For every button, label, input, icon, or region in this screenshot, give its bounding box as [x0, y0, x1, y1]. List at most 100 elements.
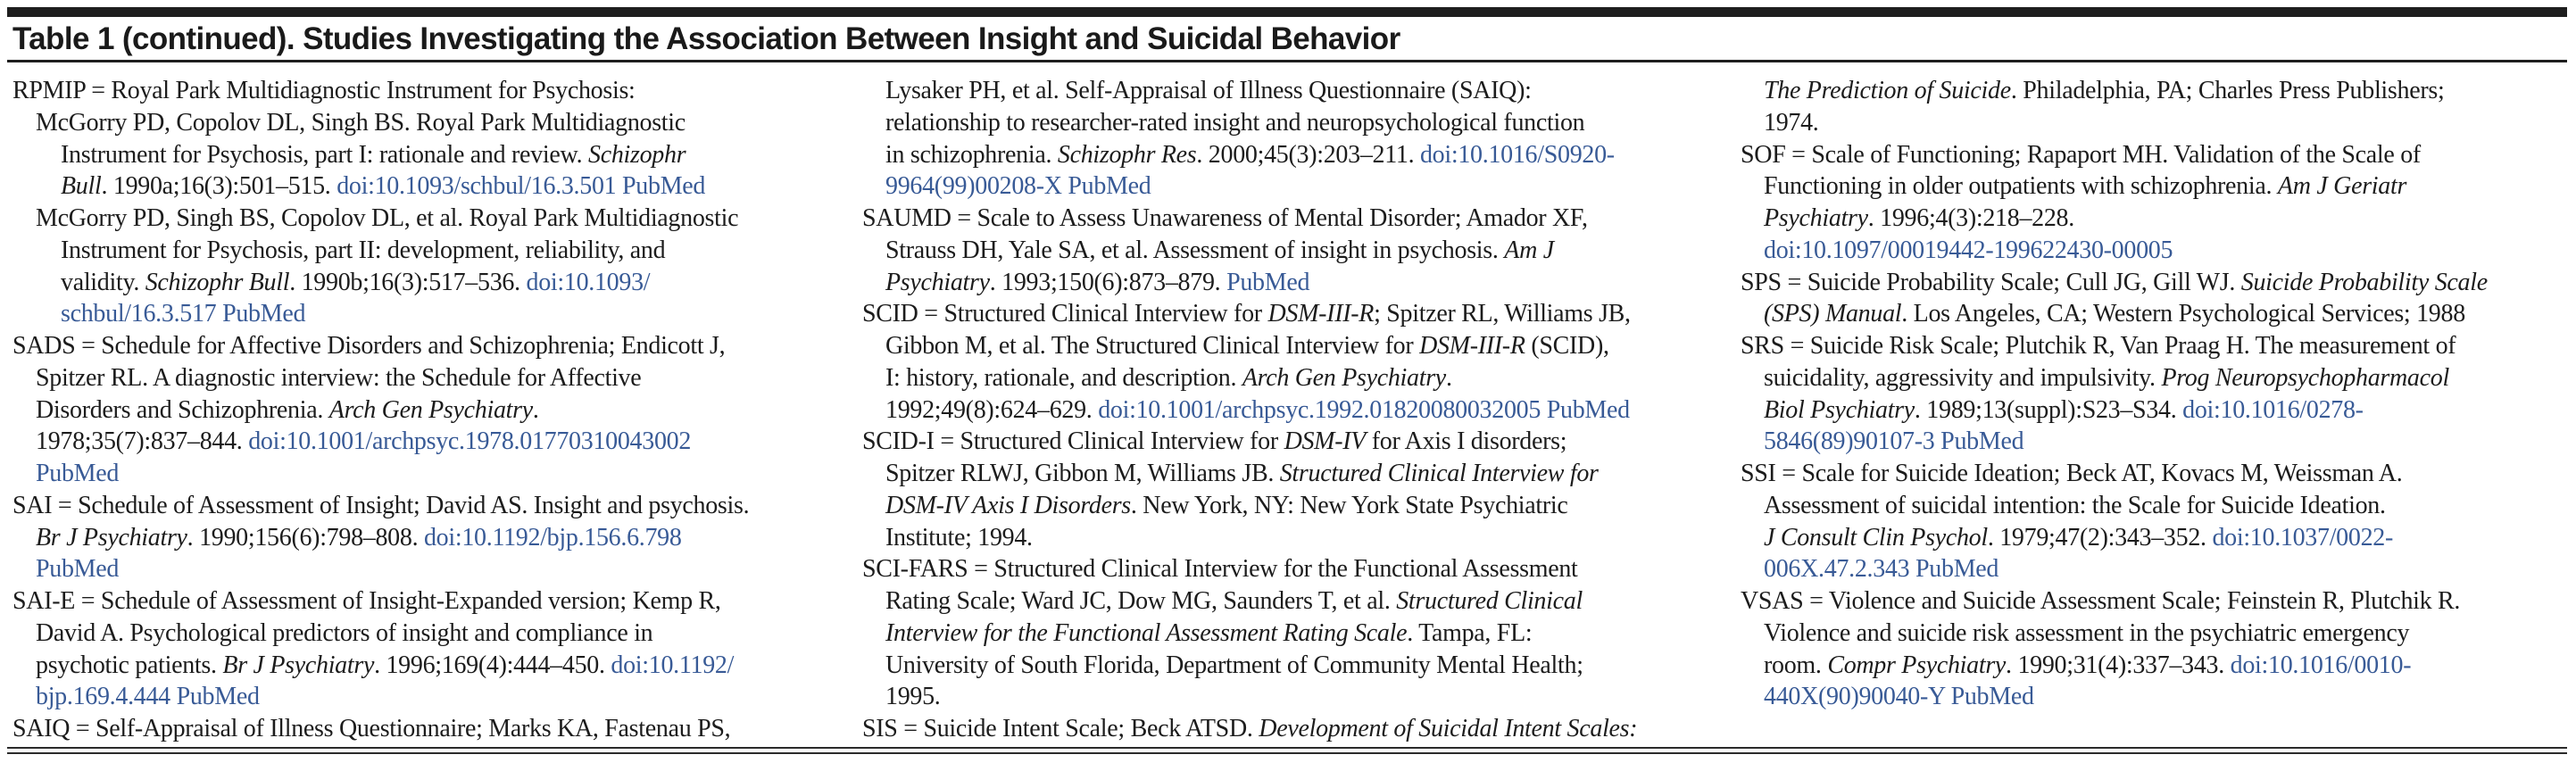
italic-text-segment: Psychiatry	[885, 268, 990, 296]
doi-pubmed-link[interactable]: PubMed	[36, 460, 120, 487]
footnote-line: Instrument for Psychosis, part II: devel…	[12, 235, 857, 267]
text-segment: room.	[1764, 651, 1828, 679]
footnote-line: Instrument for Psychosis, part I: ration…	[12, 139, 857, 171]
italic-text-segment: Am J	[1504, 236, 1554, 264]
doi-pubmed-link[interactable]: 5846(89)90107-3 PubMed	[1764, 427, 2024, 456]
footnote-line: David A. Psychological predictors of ins…	[12, 618, 857, 650]
footnote-line: SADS = Schedule for Affective Disorders …	[12, 330, 857, 362]
doi-pubmed-link[interactable]: doi:10.1016/S0920-	[1419, 140, 1615, 169]
footnote-line: relationship to researcher-rated insight…	[862, 107, 1707, 139]
footnote-line: in schizophrenia. Schizophr Res. 2000;45…	[862, 139, 1707, 171]
text-segment: University of South Florida, Department …	[885, 651, 1583, 679]
footnote-line: Strauss DH, Yale SA, et al. Assessment o…	[862, 235, 1707, 267]
text-segment: . 1996;4(3):218–228.	[1867, 204, 2075, 232]
text-segment: Strauss DH, Yale SA, et al. Assessment o…	[885, 236, 1505, 264]
text-segment: SCID-I = Structured Clinical Interview f…	[862, 427, 1284, 456]
doi-pubmed-link[interactable]: doi:10.1001/archpsyc.1992.01820080032005…	[1098, 395, 1630, 424]
italic-text-segment: DSM-III-R	[1267, 300, 1375, 328]
footnote-line: Gibbon M, et al. The Structured Clinical…	[862, 330, 1707, 362]
text-segment: Gibbon M, et al. The Structured Clinical…	[885, 332, 1420, 360]
italic-text-segment: DSM-IV Axis I Disorders	[885, 491, 1131, 519]
footnote-line: University of South Florida, Department …	[862, 650, 1707, 682]
footnote-line: Spitzer RLWJ, Gibbon M, Williams JB. Str…	[862, 458, 1707, 490]
doi-pubmed-link[interactable]: bjp.169.4.444 PubMed	[36, 683, 260, 711]
footnote-line: Psychiatry. 1993;150(6):873–879. PubMed	[862, 267, 1707, 299]
footnote-line: Institute; 1994.	[862, 522, 1707, 554]
text-segment: 1995.	[885, 683, 941, 711]
italic-text-segment: DSM-IV	[1284, 427, 1367, 456]
italic-text-segment: Psychiatry	[1764, 204, 1868, 232]
doi-pubmed-link[interactable]: doi:10.1016/0278-	[2182, 395, 2364, 424]
doi-pubmed-link[interactable]: doi:10.1192/	[611, 651, 735, 679]
footnote-columns: RPMIP = Royal Park Multidiagnostic Instr…	[0, 75, 2576, 746]
doi-pubmed-link[interactable]: doi:10.1093/schbul/16.3.501 PubMed	[337, 172, 706, 201]
footnote-line: 9964(99)00208-X PubMed	[862, 170, 1707, 203]
text-segment: SRS = Suicide Risk Scale; Plutchik R, Va…	[1741, 332, 2456, 360]
text-segment: Instrument for Psychosis, part II: devel…	[61, 236, 666, 264]
table-bottom-rule	[7, 747, 2567, 754]
text-segment: (SCID),	[1525, 332, 1609, 360]
footnote-line: Functioning in older outpatients with sc…	[1741, 170, 2569, 203]
footnote-line: SAUMD = Scale to Assess Unawareness of M…	[862, 203, 1707, 235]
italic-text-segment: Structured Clinical	[1396, 587, 1583, 615]
text-segment: Instrument for Psychosis, part I: ration…	[61, 140, 588, 169]
doi-pubmed-link[interactable]: schbul/16.3.517 PubMed	[61, 300, 306, 328]
text-segment: SPS = Suicide Probability Scale; Cull JG…	[1741, 268, 2241, 296]
footnote-line: SCID-I = Structured Clinical Interview f…	[862, 426, 1707, 458]
text-segment: relationship to researcher-rated insight…	[885, 108, 1585, 137]
footnote-line: The Prediction of Suicide. Philadelphia,…	[1741, 75, 2569, 107]
text-segment: Violence and suicide risk assessment in …	[1764, 618, 2410, 647]
footnote-line: bjp.169.4.444 PubMed	[12, 681, 857, 713]
doi-pubmed-link[interactable]: doi:10.1093/	[526, 268, 651, 296]
italic-text-segment: DSM-III-R	[1419, 332, 1525, 360]
footnote-line: Lysaker PH, et al. Self-Appraisal of Ill…	[862, 75, 1707, 107]
doi-pubmed-link[interactable]: 440X(90)90040-Y PubMed	[1764, 683, 2034, 711]
text-segment: SAI = Schedule of Assessment of Insight;…	[12, 491, 750, 519]
doi-pubmed-link[interactable]: doi:10.1037/0022-	[2212, 523, 2393, 552]
text-segment: . 1993;150(6):873–879.	[989, 268, 1227, 296]
footnote-line: Biol Psychiatry. 1989;13(suppl):S23–S34.…	[1741, 394, 2569, 427]
doi-pubmed-link[interactable]: doi:10.1016/0010-	[2230, 651, 2412, 679]
footnote-line: schbul/16.3.517 PubMed	[12, 298, 857, 330]
italic-text-segment: Interview for the Functional Assessment …	[885, 618, 1408, 647]
italic-text-segment: Bull	[61, 172, 102, 201]
footnote-column: Lysaker PH, et al. Self-Appraisal of Ill…	[862, 75, 1707, 746]
doi-pubmed-link[interactable]: PubMed	[36, 555, 120, 584]
footnote-column: RPMIP = Royal Park Multidiagnostic Instr…	[12, 75, 857, 746]
footnote-line: PubMed	[12, 553, 857, 585]
text-segment: 1992;49(8):624–629.	[885, 395, 1099, 424]
text-segment: Institute; 1994.	[885, 523, 1033, 552]
footnote-line: SAIQ = Self-Appraisal of Illness Questio…	[12, 713, 857, 745]
footnote-line: room. Compr Psychiatry. 1990;31(4):337–3…	[1741, 650, 2569, 682]
footnote-line: PubMed	[12, 458, 857, 490]
doi-pubmed-link[interactable]: 9964(99)00208-X PubMed	[885, 172, 1151, 201]
doi-pubmed-link[interactable]: doi:10.1001/archpsyc.1978.01770310043002	[248, 427, 692, 456]
doi-pubmed-link[interactable]: PubMed	[1226, 268, 1310, 296]
footnote-line: Spitzer RL. A diagnostic interview: the …	[12, 362, 857, 394]
text-segment: .	[532, 395, 539, 424]
footnote-line: 1995.	[862, 681, 1707, 713]
italic-text-segment: Structured Clinical Interview for	[1279, 460, 1599, 487]
text-segment: McGorry PD, Copolov DL, Singh BS. Royal …	[36, 108, 686, 137]
italic-text-segment: Schizophr	[588, 140, 686, 169]
text-segment: SAI-E = Schedule of Assessment of Insigh…	[12, 587, 721, 615]
text-segment: . 1979;47(2):343–352.	[1987, 523, 2213, 552]
doi-pubmed-link[interactable]: doi:10.1097/00019442-199622430-00005	[1764, 236, 2173, 264]
text-segment: SADS = Schedule for Affective Disorders …	[12, 332, 726, 360]
text-segment: SAUMD = Scale to Assess Unawareness of M…	[862, 204, 1588, 232]
footnote-line: suicidality, aggressivity and impulsivit…	[1741, 362, 2569, 394]
doi-pubmed-link[interactable]: 006X.47.2.343 PubMed	[1764, 555, 1999, 584]
italic-text-segment: (SPS) Manual	[1764, 300, 1902, 328]
footnote-line: SRS = Suicide Risk Scale; Plutchik R, Va…	[1741, 330, 2569, 362]
footnote-line: psychotic patients. Br J Psychiatry. 199…	[12, 650, 857, 682]
doi-pubmed-link[interactable]: doi:10.1192/bjp.156.6.798	[423, 523, 682, 552]
text-segment: .	[1445, 363, 1452, 392]
text-segment: McGorry PD, Singh BS, Copolov DL, et al.…	[36, 204, 739, 232]
footnote-line: SSI = Scale for Suicide Ideation; Beck A…	[1741, 458, 2569, 490]
footnote-line: SAI = Schedule of Assessment of Insight;…	[12, 490, 857, 522]
italic-text-segment: Schizophr Bull	[145, 268, 290, 296]
text-segment: SIS = Suicide Intent Scale; Beck ATSD.	[862, 715, 1259, 742]
italic-text-segment: Suicide Probability Scale	[2240, 268, 2488, 296]
footnote-line: (SPS) Manual. Los Angeles, CA; Western P…	[1741, 298, 2569, 330]
italic-text-segment: Compr Psychiatry	[1827, 651, 2007, 679]
